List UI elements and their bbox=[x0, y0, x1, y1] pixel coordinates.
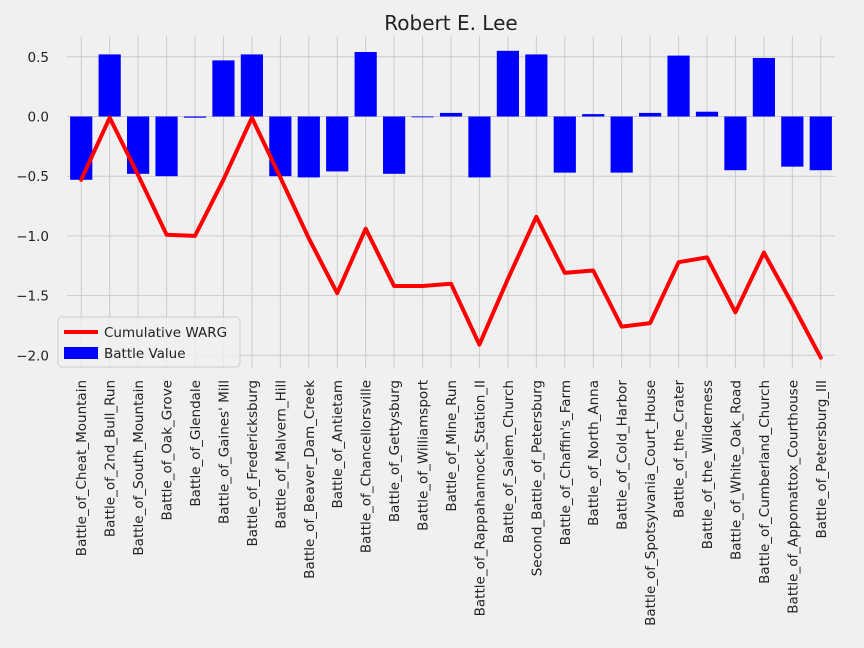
x-tick-label: Battle_of_Williamsport bbox=[416, 380, 432, 531]
x-tick-label: Battle_of_Gettysburg bbox=[387, 380, 403, 522]
y-tick-label: −2.0 bbox=[16, 348, 49, 364]
bar bbox=[183, 116, 207, 118]
bar bbox=[70, 116, 93, 180]
bar bbox=[752, 57, 775, 117]
bar bbox=[297, 116, 320, 178]
bar bbox=[496, 50, 519, 117]
y-tick-label: 0.0 bbox=[28, 110, 49, 126]
bar bbox=[240, 54, 263, 117]
x-tick-label: Battle_of_Oak_Grove bbox=[160, 380, 176, 520]
bar bbox=[781, 116, 804, 167]
bar bbox=[610, 116, 633, 173]
x-tick-label: Battle_of_South_Mountain bbox=[131, 380, 147, 556]
x-tick-label: Battle_of_Cheat_Mountain bbox=[74, 380, 90, 556]
x-tick-label: Second_Battle_of_Petersburg bbox=[529, 380, 545, 576]
x-tick-label: Battle_of_Petersburg_III bbox=[814, 380, 830, 539]
x-tick-label: Battle_of_the_Wilderness bbox=[700, 380, 716, 549]
x-tick-label: Battle_of_Chancellorsville bbox=[359, 380, 375, 553]
bar bbox=[439, 112, 463, 117]
legend-label: Battle Value bbox=[104, 346, 186, 362]
bar bbox=[326, 116, 349, 172]
bar bbox=[639, 112, 662, 117]
cumulative-warg-line bbox=[79, 115, 823, 360]
x-tick-label: Battle_of_North_Anna bbox=[586, 380, 602, 526]
x-tick-label: Battle_of_Fredericksburg bbox=[245, 380, 261, 547]
legend-label: Cumulative WARG bbox=[104, 325, 227, 341]
y-tick-label: −0.5 bbox=[16, 169, 49, 185]
x-tick-label: Battle_of_Salem_Church bbox=[501, 380, 517, 543]
bar bbox=[127, 116, 150, 174]
legend-bar-swatch bbox=[64, 347, 98, 359]
bar bbox=[269, 116, 292, 177]
bar bbox=[155, 116, 178, 177]
bar bbox=[667, 55, 690, 117]
x-tick-label: Battle_of_Chaffin's_Farm bbox=[558, 380, 574, 545]
x-tick-label: Battle_of_the_Crater bbox=[672, 380, 688, 518]
y-axis-ticks: 0.5 0.0 −0.5 −1.0 −1.5 −2.0 bbox=[16, 50, 49, 364]
grid bbox=[67, 36, 835, 368]
bar bbox=[383, 116, 406, 174]
y-tick-label: −1.5 bbox=[16, 289, 49, 305]
x-tick-label: Battle_of_White_Oak_Road bbox=[728, 380, 744, 560]
x-tick-label: Battle_of_Beaver_Dam_Creek bbox=[302, 380, 318, 579]
bar bbox=[582, 114, 605, 117]
bar-series bbox=[70, 50, 832, 180]
x-tick-label: Battle_of_Antietam bbox=[330, 380, 346, 509]
bar bbox=[354, 52, 377, 117]
x-tick-label: Battle_of_2nd_Bull_Run bbox=[103, 380, 119, 537]
bar bbox=[724, 116, 747, 171]
bar bbox=[212, 60, 235, 117]
x-tick-label: Battle_of_Cold_Harbor bbox=[615, 380, 631, 530]
bar bbox=[411, 116, 434, 118]
bar bbox=[525, 54, 548, 117]
x-tick-label: Battle_of_Rappahannock_Station_II bbox=[472, 380, 488, 616]
bar bbox=[468, 116, 491, 178]
x-tick-label: Battle_of_Spotsylvania_Court_House bbox=[643, 380, 659, 626]
x-tick-label: Battle_of_Gaines' Mill bbox=[216, 380, 232, 524]
x-tick-label: Battle_of_Malvern_Hill bbox=[273, 380, 289, 529]
legend-box bbox=[57, 316, 241, 368]
y-tick-label: −1.0 bbox=[16, 229, 49, 245]
bar bbox=[695, 111, 719, 117]
x-tick-label: Battle_of_Cumberland_Church bbox=[757, 380, 773, 584]
legend: Cumulative WARG Battle Value bbox=[57, 316, 241, 368]
y-tick-label: 0.5 bbox=[28, 50, 49, 66]
x-axis-ticks: Battle_of_Cheat_Mountain Battle_of_2nd_Bu… bbox=[74, 380, 830, 626]
bar bbox=[553, 116, 576, 173]
x-tick-label: Battle_of_Glendale bbox=[188, 380, 204, 507]
line-series bbox=[79, 115, 823, 360]
chart-title: Robert E. Lee bbox=[384, 11, 517, 35]
bar bbox=[809, 116, 832, 171]
bar bbox=[98, 54, 121, 117]
x-tick-label: Battle_of_Appomattox_Courthouse bbox=[785, 380, 801, 614]
x-tick-label: Battle_of_Mine_Run bbox=[444, 380, 460, 512]
